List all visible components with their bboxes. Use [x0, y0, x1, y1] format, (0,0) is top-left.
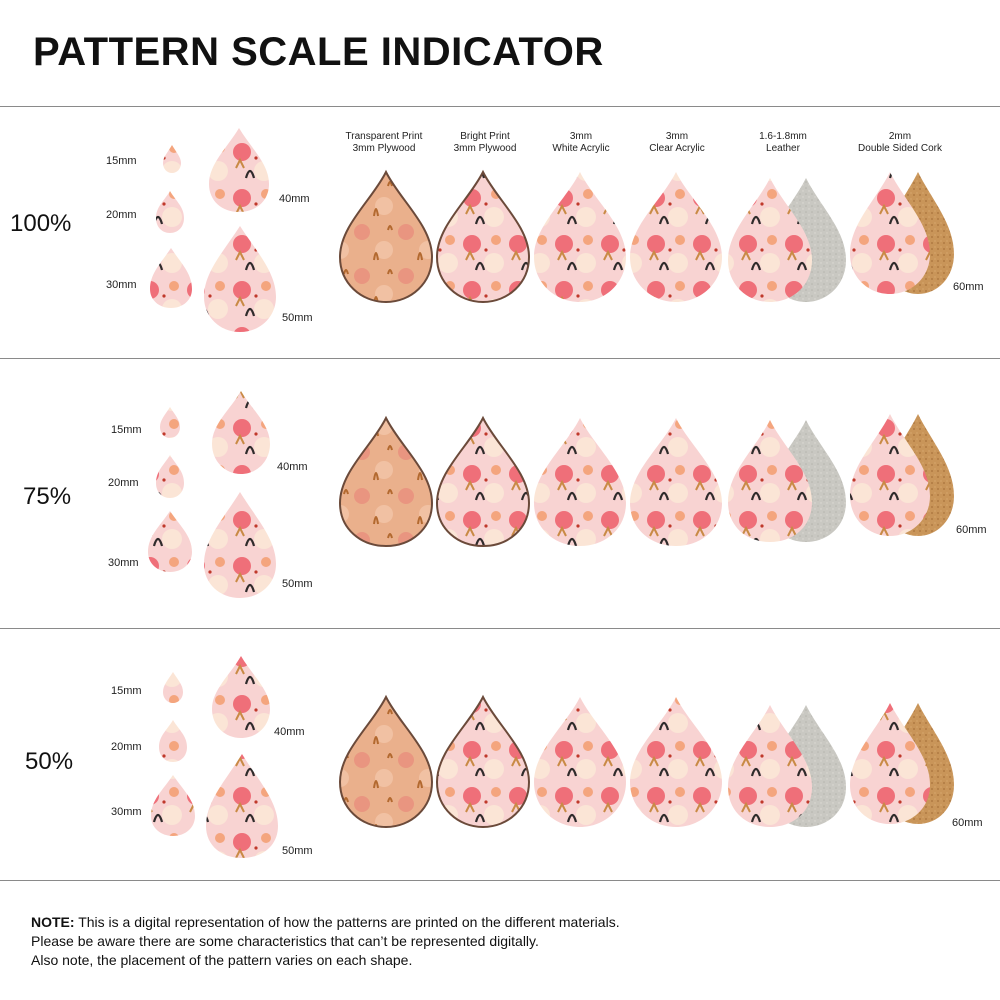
note-line-2: Please be aware there are some character…: [31, 933, 539, 949]
page-title: PATTERN SCALE INDICATOR: [33, 30, 604, 74]
teardrop-20mm: [156, 191, 184, 233]
divider: [0, 358, 1000, 359]
earring-swatches-50: [151, 656, 954, 858]
teardrop-40mm: [212, 391, 270, 474]
material-label-white-acrylic: 3mm White Acrylic: [552, 131, 610, 154]
earring-swatches-75: [148, 391, 954, 598]
size-label-50mm: 50mm: [282, 578, 313, 590]
teardrop-white-acrylic: [534, 418, 626, 546]
teardrop-bright-plywood: [435, 169, 531, 304]
size-label-15mm: 15mm: [111, 424, 142, 436]
teardrop-transparent-plywood: [338, 169, 434, 304]
size-label-30mm: 30mm: [108, 557, 139, 569]
material-label-bright-plywood: Bright Print 3mm Plywood: [453, 131, 517, 154]
scale-label: 100%: [10, 210, 72, 237]
teardrop-50mm: [204, 226, 276, 332]
teardrop-50mm: [206, 754, 278, 858]
teardrop-40mm: [209, 128, 269, 212]
size-label-40mm: 40mm: [274, 726, 305, 738]
teardrop-white-acrylic: [534, 172, 626, 302]
teardrop-clear-acrylic: [630, 697, 722, 827]
size-label-40mm: 40mm: [277, 461, 308, 473]
teardrop-30mm: [148, 511, 192, 572]
scale-band-50: 50% 15mm 20mm 30mm 40mm 50mm 60mm: [0, 629, 1000, 880]
size-label-15mm: 15mm: [106, 155, 137, 167]
teardrop-leather-front: [728, 420, 812, 542]
teardrop-bright-plywood: [435, 415, 531, 548]
teardrop-white-acrylic: [534, 697, 626, 827]
scale-band-100: 100% 15mm 20mm 30mm 40mm 50mm 60mm: [0, 107, 1000, 358]
size-label-60mm: 60mm: [953, 281, 984, 293]
material-label-transparent-plywood: Transparent Print 3mm Plywood: [345, 131, 423, 154]
note-text: This is a digital representation of how …: [74, 914, 620, 930]
teardrop-30mm: [151, 775, 195, 836]
scale-band-75: 75% 15mm 20mm 30mm 40mm 50mm 60mm: [0, 359, 1000, 628]
material-label-cork: 2mm Double Sided Cork: [858, 131, 942, 154]
teardrop-20mm: [159, 720, 187, 762]
material-label-clear-acrylic: 3mm Clear Acrylic: [649, 131, 705, 154]
material-label-leather: 1.6-1.8mm Leather: [759, 131, 807, 154]
size-label-40mm: 40mm: [279, 193, 310, 205]
teardrop-30mm: [150, 248, 192, 308]
teardrop-15mm: [163, 672, 183, 703]
size-label-20mm: 20mm: [111, 741, 142, 753]
teardrop-clear-acrylic: [630, 418, 722, 546]
teardrop-leather-front: [728, 705, 812, 827]
teardrop-20mm: [156, 455, 184, 498]
teardrop-transparent-plywood: [338, 694, 434, 829]
size-label-30mm: 30mm: [111, 806, 142, 818]
note-line-3: Also note, the placement of the pattern …: [31, 952, 413, 968]
teardrop-cork-front: [850, 414, 930, 536]
teardrop-50mm: [204, 492, 276, 598]
size-label-20mm: 20mm: [106, 209, 137, 221]
divider: [0, 106, 1000, 107]
size-label-60mm: 60mm: [956, 524, 987, 536]
size-label-15mm: 15mm: [111, 685, 142, 697]
teardrop-15mm: [163, 145, 181, 173]
size-label-30mm: 30mm: [106, 279, 137, 291]
note-line-1: NOTE: This is a digital representation o…: [31, 913, 620, 932]
size-label-50mm: 50mm: [282, 845, 313, 857]
teardrop-15mm: [160, 407, 180, 438]
teardrop-clear-acrylic: [630, 172, 722, 302]
teardrop-leather-front: [728, 178, 812, 302]
divider: [0, 628, 1000, 629]
size-label-60mm: 60mm: [952, 817, 983, 829]
teardrop-bright-plywood: [435, 694, 531, 829]
divider: [0, 880, 1000, 881]
size-label-50mm: 50mm: [282, 312, 313, 324]
scale-label: 50%: [25, 748, 74, 775]
size-label-20mm: 20mm: [108, 477, 139, 489]
teardrop-cork-front: [850, 703, 930, 824]
teardrop-cork-front: [850, 172, 930, 294]
teardrop-40mm: [212, 656, 270, 738]
earring-swatches-100: [150, 128, 954, 332]
scale-label: 75%: [23, 483, 72, 510]
note-lead: NOTE:: [31, 914, 75, 930]
teardrop-transparent-plywood: [338, 415, 434, 548]
disclaimer-note: NOTE: This is a digital representation o…: [31, 913, 620, 970]
